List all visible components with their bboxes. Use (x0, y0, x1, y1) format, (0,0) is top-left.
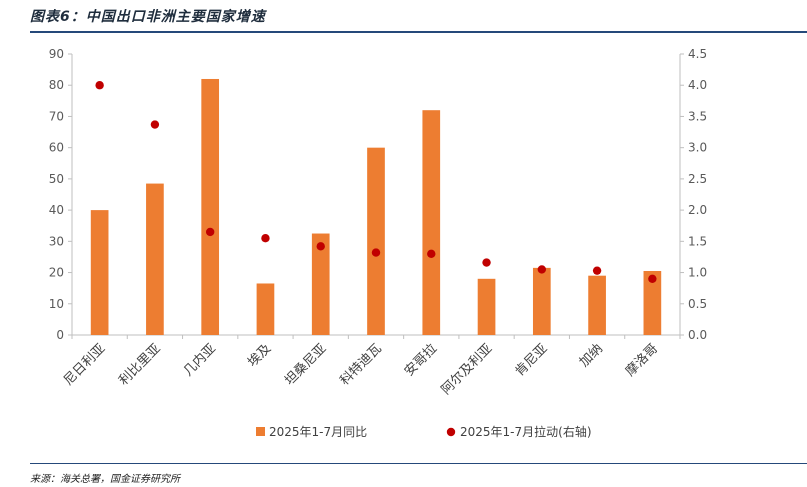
legend-dot-swatch (446, 427, 456, 437)
left-tick-label: 50 (49, 172, 64, 186)
bar (643, 270, 662, 335)
legend-dot-label: 2025年1-7月拉动(右轴) (460, 424, 592, 439)
bar (532, 267, 551, 335)
right-tick-label: 0.5 (688, 297, 707, 311)
left-tick-label: 70 (49, 109, 64, 123)
title-rule (30, 31, 807, 33)
category-label: 摩洛哥 (622, 341, 661, 380)
right-tick-label: 1.5 (688, 234, 707, 248)
left-tick-label: 40 (49, 203, 64, 217)
category-label: 埃及 (245, 341, 274, 370)
bar-series (90, 78, 662, 335)
bar (422, 110, 441, 335)
category-label: 几内亚 (180, 341, 219, 380)
bar (256, 283, 275, 335)
bar (201, 78, 220, 335)
category-label: 尼日利亚 (61, 341, 108, 388)
right-tick-label: 2.0 (688, 203, 707, 217)
bar (588, 275, 606, 335)
dot-series (95, 81, 657, 283)
left-tick-label: 20 (49, 266, 64, 280)
dot (150, 120, 160, 129)
dot (482, 258, 491, 267)
category-label: 肯尼亚 (512, 341, 550, 379)
dot (95, 81, 104, 90)
bar (367, 147, 385, 335)
left-tick-label: 90 (49, 47, 64, 61)
right-tick-label: 4.0 (688, 78, 707, 92)
right-tick-label: 0.0 (688, 328, 707, 342)
dot (316, 242, 325, 251)
category-label: 安哥拉 (402, 341, 440, 379)
right-tick-label: 3.5 (688, 109, 707, 123)
category-label: 阿尔及利亚 (439, 341, 496, 398)
category-label: 利比里亚 (116, 341, 163, 388)
legend: 2025年1-7月同比 2025年1-7月拉动(右轴) (256, 424, 592, 439)
left-tick-label: 0 (56, 328, 64, 342)
left-tick-label: 10 (49, 297, 64, 311)
dot (537, 265, 547, 274)
right-tick-label: 3.0 (688, 141, 707, 155)
dot (371, 248, 381, 257)
category-label: 加纳 (577, 341, 606, 370)
bar (146, 183, 164, 335)
chart-area: 0 10 20 30 40 50 60 70 80 90 0.0 0.5 1.0 1.5 2.0 2.5 3.0… (49, 47, 707, 439)
category-label: 科特迪瓦 (337, 341, 384, 388)
source-note: 来源：海关总署，国金证券研究所 (30, 474, 180, 485)
bar (311, 233, 330, 335)
dot (592, 266, 602, 275)
dot (427, 249, 436, 259)
legend-bar-label: 2025年1-7月同比 (269, 425, 367, 439)
right-tick-label: 2.5 (688, 172, 707, 186)
dot (648, 274, 657, 283)
bar (477, 278, 496, 335)
bar (90, 210, 109, 335)
right-tick-label: 4.5 (688, 47, 707, 61)
category-label: 坦桑尼亚 (282, 341, 329, 388)
dot (261, 234, 270, 243)
right-tick-label: 1.0 (688, 266, 707, 280)
footer-rule (30, 463, 807, 464)
left-tick-label: 60 (49, 141, 64, 155)
left-tick-label: 30 (49, 234, 64, 248)
dot (205, 227, 215, 237)
left-tick-label: 80 (49, 78, 64, 92)
chart-title: 图表6：中国出口非洲主要国家增速 (30, 9, 266, 25)
legend-bar-swatch (256, 427, 265, 436)
